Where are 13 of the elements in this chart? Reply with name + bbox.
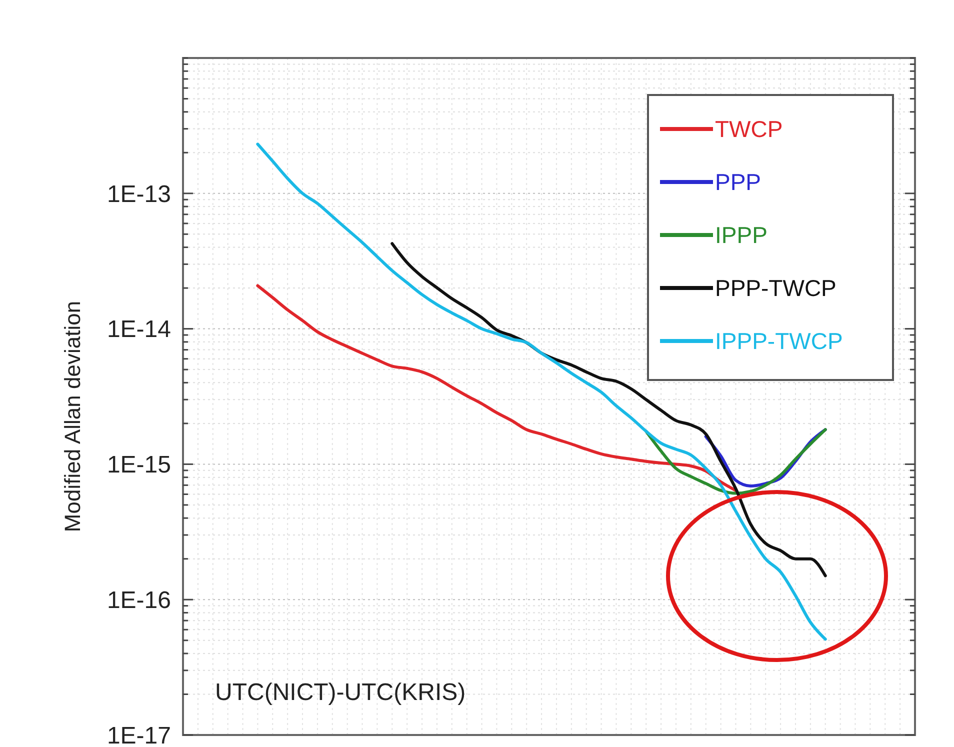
legend-label: TWCP bbox=[715, 116, 783, 142]
annotation: UTC(NICT)-UTC(KRIS) bbox=[215, 679, 466, 706]
legend-label: IPPP bbox=[715, 222, 768, 248]
y-tick-label: 1E-14 bbox=[106, 316, 171, 344]
y-tick-label: 1E-15 bbox=[106, 452, 171, 479]
legend-label: PPP bbox=[715, 169, 762, 196]
y-axis-title: Modified Allan deviation bbox=[60, 300, 85, 532]
legend-label: PPP-TWCP bbox=[715, 275, 836, 302]
y-tick-label: 1E-17 bbox=[106, 722, 171, 747]
y-tick-label: 1E-13 bbox=[106, 180, 171, 208]
y-tick-label: 1E-16 bbox=[106, 587, 171, 614]
line-series bbox=[644, 428, 827, 495]
legend-label: IPPP-TWCP bbox=[715, 328, 843, 354]
